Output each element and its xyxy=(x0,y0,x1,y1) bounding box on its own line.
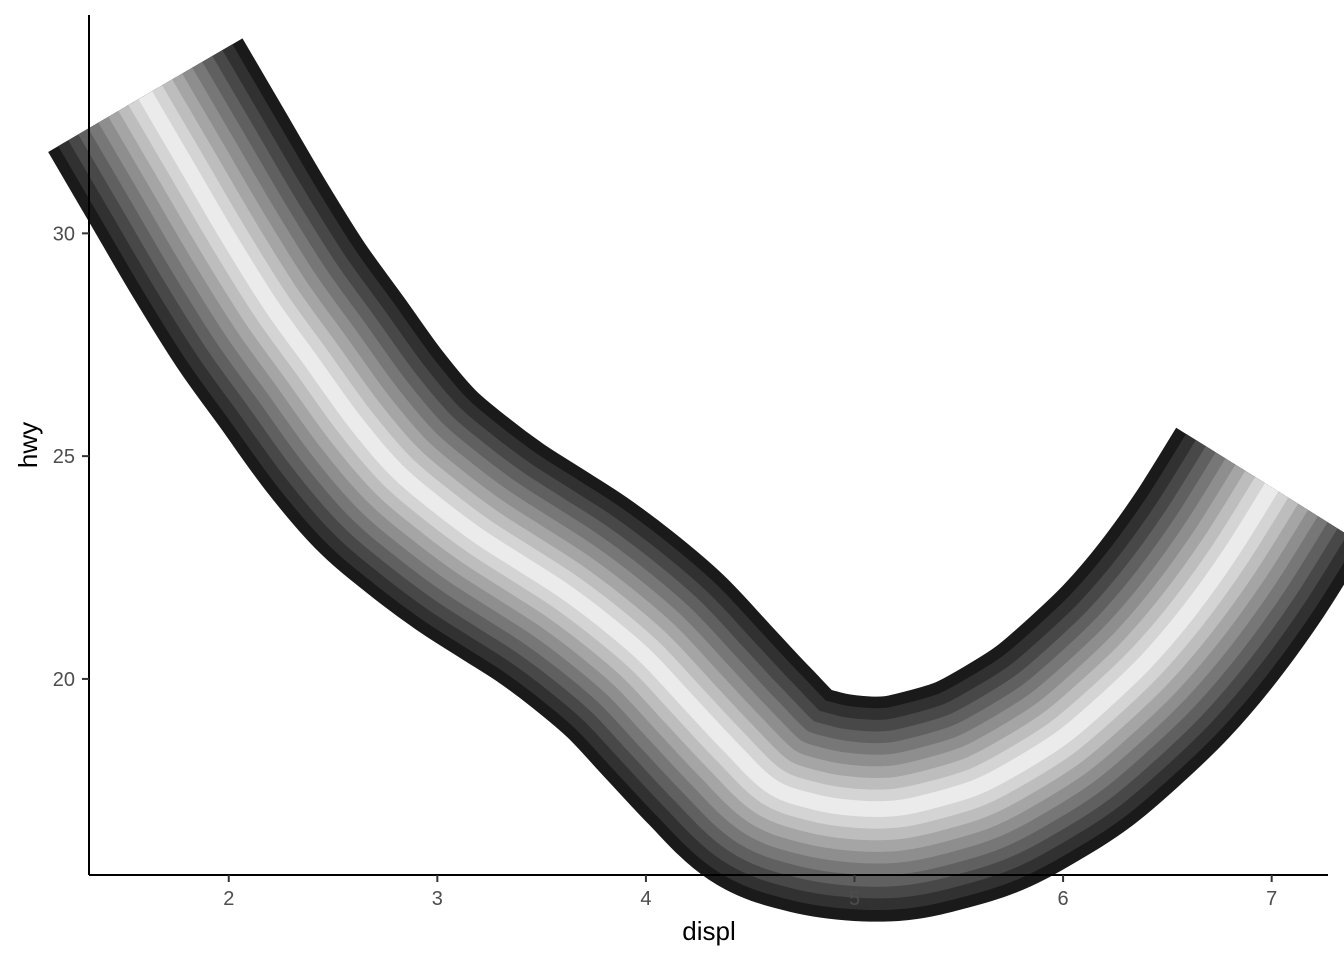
y-axis-title: hwy xyxy=(13,422,43,468)
x-tick-label: 6 xyxy=(1058,888,1069,910)
x-tick-label: 4 xyxy=(640,888,651,910)
y-axis-ticks: 20 25 30 xyxy=(53,223,89,691)
y-tick-label: 30 xyxy=(53,223,75,245)
x-tick-label: 2 xyxy=(223,888,234,910)
x-tick-label: 3 xyxy=(432,888,443,910)
x-axis-title: displ xyxy=(682,916,735,946)
x-tick-label: 7 xyxy=(1266,888,1277,910)
smooth-line-bands xyxy=(48,38,1344,922)
x-tick-label: 5 xyxy=(849,888,860,910)
y-tick-label: 20 xyxy=(53,669,75,691)
smooth-line-band xyxy=(138,91,1279,818)
y-tick-label: 25 xyxy=(53,446,75,468)
x-axis-ticks: 2 3 4 5 6 7 xyxy=(223,875,1277,910)
